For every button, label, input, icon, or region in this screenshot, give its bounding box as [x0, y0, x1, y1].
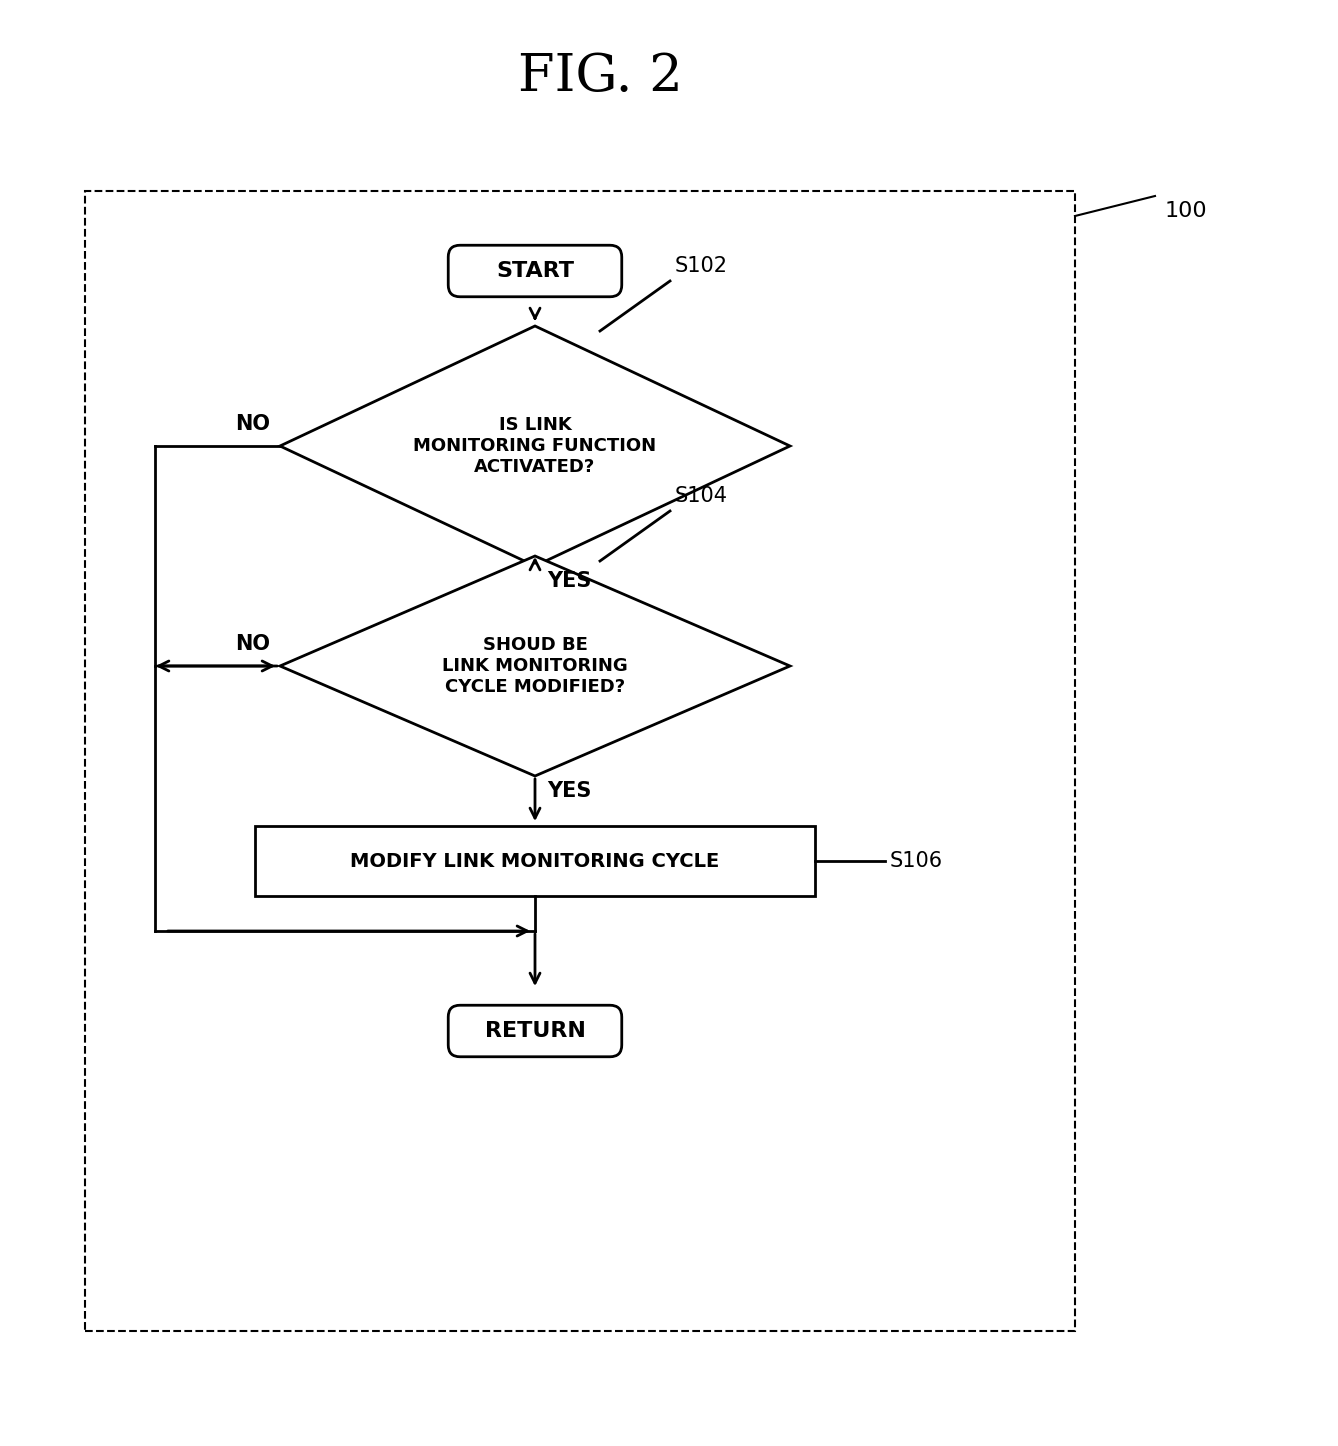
Text: IS LINK
MONITORING FUNCTION
ACTIVATED?: IS LINK MONITORING FUNCTION ACTIVATED?	[413, 416, 657, 476]
Text: YES: YES	[547, 781, 591, 801]
FancyBboxPatch shape	[448, 246, 622, 296]
Text: NO: NO	[235, 633, 270, 654]
FancyBboxPatch shape	[86, 191, 1074, 1330]
Text: S104: S104	[674, 486, 728, 506]
Polygon shape	[280, 557, 789, 777]
Text: MODIFY LINK MONITORING CYCLE: MODIFY LINK MONITORING CYCLE	[351, 852, 720, 870]
Text: S102: S102	[674, 256, 728, 276]
FancyBboxPatch shape	[448, 1005, 622, 1057]
Text: 100: 100	[1165, 201, 1208, 221]
Text: YES: YES	[547, 571, 591, 591]
Text: NO: NO	[235, 414, 270, 434]
Text: FIG. 2: FIG. 2	[518, 51, 682, 101]
Text: S106: S106	[890, 852, 943, 870]
Text: SHOUD BE
LINK MONITORING
CYCLE MODIFIED?: SHOUD BE LINK MONITORING CYCLE MODIFIED?	[442, 636, 628, 696]
Text: START: START	[496, 260, 574, 281]
Text: RETURN: RETURN	[484, 1021, 586, 1041]
Bar	[256, 826, 815, 897]
Polygon shape	[280, 325, 789, 565]
